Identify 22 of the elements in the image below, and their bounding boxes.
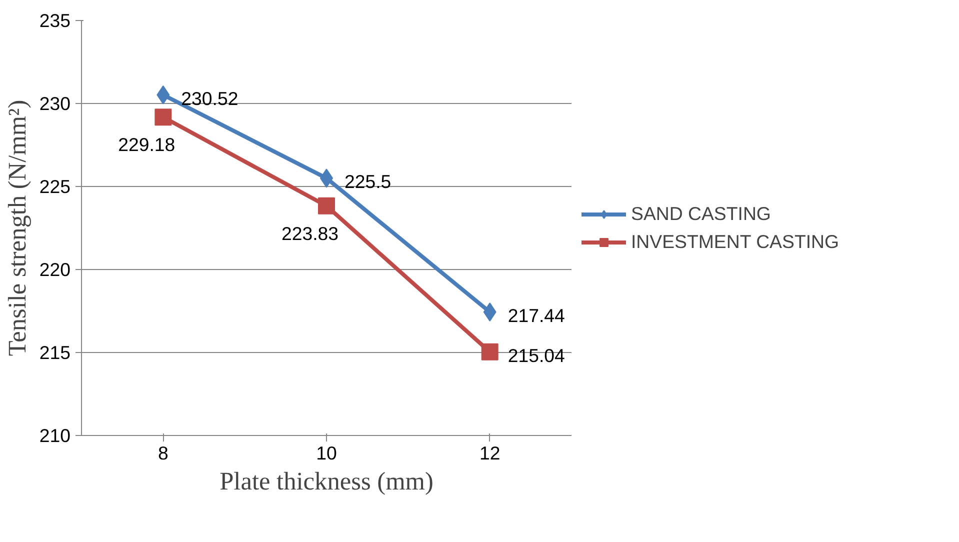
y-tick-label: 210: [39, 425, 71, 446]
point: [481, 343, 498, 360]
x-tick-label: 12: [479, 442, 500, 464]
y-tick-label: 225: [39, 176, 71, 197]
y-tick-label: 235: [39, 10, 71, 31]
y-tick-label: 220: [39, 259, 71, 280]
legend-label: SAND CASTING: [631, 202, 771, 224]
x-tick-label: 10: [316, 442, 337, 464]
x-tick-label: 8: [158, 442, 168, 464]
y-axis-title: Tensile strength (N/mm²): [3, 100, 32, 356]
x-axis-title: Plate thickness (mm): [220, 468, 434, 496]
data-label: 217.44: [508, 304, 565, 326]
point: [154, 108, 172, 126]
legend-label: INVESTMENT CASTING: [631, 230, 840, 252]
point: [318, 197, 335, 214]
data-label: 225.5: [344, 171, 392, 192]
data-label: 230.52: [181, 88, 238, 109]
y-tick-label: 215: [39, 342, 71, 363]
data-label: 229.18: [118, 134, 176, 156]
data-label: 215.04: [508, 344, 565, 366]
data-label: 223.83: [281, 222, 338, 244]
y-tick-label: 230: [39, 93, 71, 114]
